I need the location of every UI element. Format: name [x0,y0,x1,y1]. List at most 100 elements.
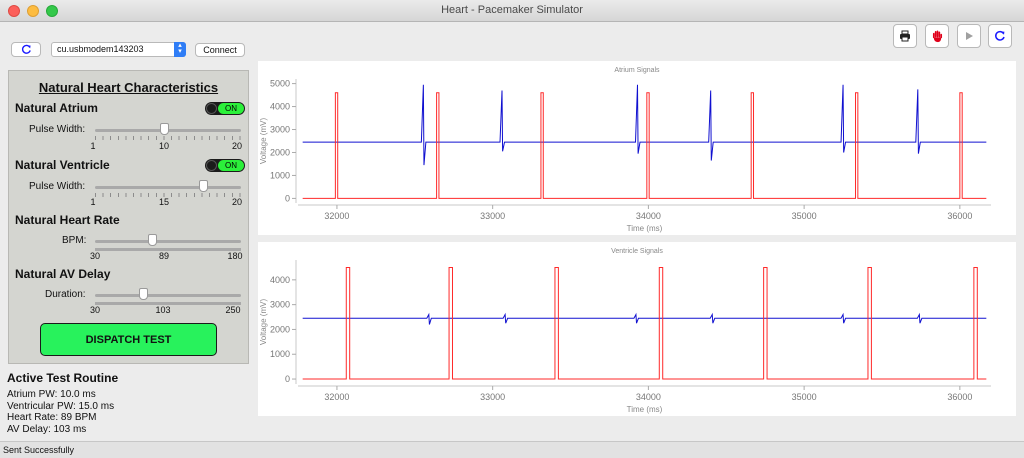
ventricle-chart: Ventricle Signals Time (ms) Voltage (mV) 32… [258,242,1016,416]
toggle-knob [206,160,217,171]
atrium-chart-svg: Atrium Signals Time (ms) Voltage (mV) 32000… [259,67,991,233]
x-tick-label: 34000 [636,211,661,221]
y-tick-label: 2000 [270,324,290,334]
chart-title: Ventricle Signals [611,248,663,255]
ventricle-chart-svg: Ventricle Signals Time (ms) Voltage (mV) 32… [259,248,991,414]
atrium-section-title: Natural Atrium [15,101,98,115]
print-button[interactable] [893,24,917,48]
ventricle-toggle[interactable]: ON [205,159,245,172]
slider-ticks [95,248,241,251]
atrium-toggle[interactable]: ON [205,102,245,115]
sensed-signal-line [302,84,987,166]
chart-title: Atrium Signals [614,67,660,74]
x-tick-label: 33000 [480,211,505,221]
y-tick-label: 0 [285,374,290,384]
x-tick-label: 33000 [480,392,505,402]
atrium-pulse-width-label: Pulse Width: [29,124,86,135]
slider-thumb[interactable] [139,288,149,300]
x-tick-label: 32000 [324,392,349,402]
connect-button[interactable]: Connect [195,43,245,57]
dispatch-test-button[interactable]: DISPATCH TEST [40,323,217,356]
routine-atrium-pw: Atrium PW: 10.0 ms [7,389,96,400]
ventricle-min-label: 1 [90,197,96,207]
y-axis-label: Voltage (mV) [259,118,268,165]
play-button[interactable] [957,24,981,48]
heart-rate-min-label: 30 [89,251,100,261]
y-tick-label: 4000 [270,275,290,285]
minimize-window-button[interactable] [27,5,39,17]
ventricle-toggle-label: ON [218,160,244,171]
atrium-toggle-label: ON [218,103,244,114]
heart-rate-section-title: Natural Heart Rate [15,213,120,227]
paced-signal-line [302,92,987,199]
play-icon [966,32,973,40]
x-axis-label: Time (ms) [627,224,663,233]
x-tick-label: 34000 [636,392,661,402]
atrium-pulse-width-slider[interactable] [95,122,241,140]
y-axis-label: Voltage (mV) [259,299,268,346]
heart-rate-slider[interactable] [95,233,241,251]
chevron-updown-icon: ▴ ▾ [174,42,186,57]
av-delay-slider[interactable] [95,287,241,305]
slider-ticks [95,302,241,305]
status-bar: Sent Successfully [0,441,1024,458]
x-axis-label: Time (ms) [627,405,663,414]
window-title: Heart - Pacemaker Simulator [441,4,583,16]
slider-track [95,186,241,189]
stop-button[interactable] [925,24,949,48]
y-tick-label: 0 [285,193,290,203]
x-tick-label: 36000 [947,211,972,221]
ventricle-section-title: Natural Ventricle [15,158,110,172]
port-select[interactable]: cu.usbmodem143203 ▴ ▾ [51,42,186,57]
x-tick-label: 36000 [947,392,972,402]
active-routine-title: Active Test Routine [7,371,119,385]
refresh-icon [995,30,1005,41]
toggle-knob [206,103,217,114]
heart-rate-max-label: 180 [227,251,243,261]
slider-ticks [95,193,241,197]
zoom-window-button[interactable] [46,5,58,17]
atrium-mid-label: 10 [158,141,169,151]
slider-track [95,240,241,243]
panel-title: Natural Heart Characteristics [38,80,219,95]
title-bar: Heart - Pacemaker Simulator [0,0,1024,22]
paced-signal-line [302,266,987,380]
refresh-icon [21,44,31,54]
slider-thumb[interactable] [198,180,208,192]
print-icon [900,30,910,42]
atrium-max-label: 20 [231,141,242,151]
stop-hand-icon [932,30,942,42]
close-window-button[interactable] [8,5,20,17]
av-delay-mid-label: 103 [155,305,171,315]
heart-rate-mid-label: 89 [158,251,169,261]
atrium-chart: Atrium Signals Time (ms) Voltage (mV) 32000… [258,61,1016,235]
y-tick-label: 3000 [270,125,290,135]
slider-thumb[interactable] [160,123,170,135]
ventricle-mid-label: 15 [158,197,169,207]
x-tick-label: 32000 [324,211,349,221]
atrium-min-label: 1 [90,141,96,151]
y-tick-label: 2000 [270,147,290,157]
bpm-label: BPM: [62,235,87,246]
routine-av-delay: AV Delay: 103 ms [7,424,87,435]
y-tick-label: 4000 [270,102,290,112]
av-delay-section-title: Natural AV Delay [15,267,111,281]
status-text: Sent Successfully [3,445,75,455]
sensed-signal-line [302,312,987,325]
av-delay-max-label: 250 [225,305,241,315]
y-tick-label: 5000 [270,79,290,89]
natural-heart-panel: Natural Heart Characteristics Natural At… [8,70,249,364]
refresh-button[interactable] [988,24,1012,48]
routine-heart-rate: Heart Rate: 89 BPM [7,412,97,423]
slider-thumb[interactable] [148,234,158,246]
x-tick-label: 35000 [792,211,817,221]
ventricle-pulse-width-label: Pulse Width: [29,181,86,192]
slider-track [95,294,241,297]
av-delay-min-label: 30 [89,305,100,315]
ventricle-pulse-width-slider[interactable] [95,179,241,197]
y-tick-label: 3000 [270,300,290,310]
y-tick-label: 1000 [270,349,290,359]
x-tick-label: 35000 [792,392,817,402]
refresh-ports-button[interactable] [11,42,41,57]
slider-ticks [95,136,241,140]
